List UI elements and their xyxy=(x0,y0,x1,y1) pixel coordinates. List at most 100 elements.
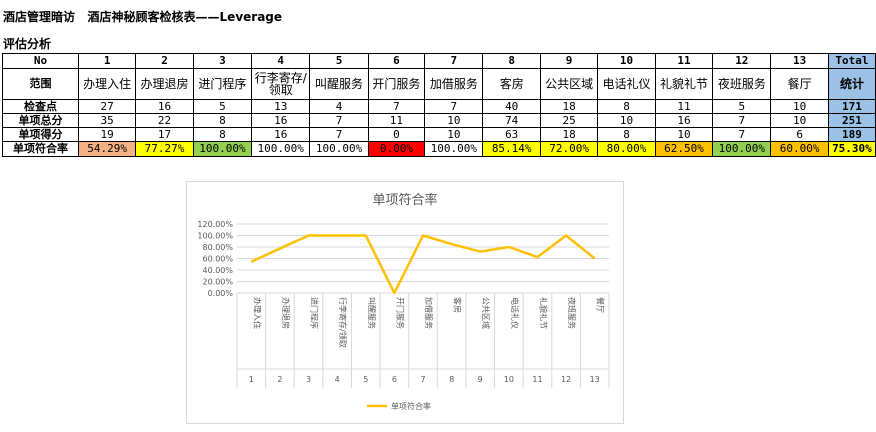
col-number: 13 xyxy=(770,53,829,69)
x-category-label: 餐厅 xyxy=(596,297,605,313)
row-label-score: 单项得分 xyxy=(2,127,79,142)
x-category-label: 公共区域 xyxy=(481,297,491,329)
rate-cell: 100.00% xyxy=(192,141,253,157)
x-number-label: 11 xyxy=(532,375,542,384)
rate-cell: 100.00% xyxy=(251,141,311,157)
checkpoints-row: 检查点 27 16 5 13 4 7 7 40 18 8 11 5 10 171 xyxy=(2,99,876,114)
scores-cell: 8 xyxy=(192,127,253,142)
checkpoints-cell: 40 xyxy=(482,99,541,114)
checkpoints-cell: 7 xyxy=(367,99,426,114)
scores-cell: 7 xyxy=(309,127,369,142)
col-number: 1 xyxy=(77,53,137,69)
y-tick-label: 20.00% xyxy=(202,278,233,287)
col-number: 8 xyxy=(482,53,541,69)
rate-line-chart: 单项符合率 0.00% 20.00% 40.00% 60.00% 80.00% 100.00… xyxy=(186,181,624,424)
checkpoints-cell: 11 xyxy=(654,99,714,114)
x-number-label: 9 xyxy=(478,375,483,384)
scores-cell: 0 xyxy=(367,127,426,142)
totals-cell: 35 xyxy=(77,113,137,128)
checkpoints-cell: 5 xyxy=(192,99,253,114)
col-number: 6 xyxy=(367,53,426,69)
y-tick-label: 100.00% xyxy=(197,232,233,241)
category-cell: 进门程序 xyxy=(192,68,253,100)
scores-cell: 17 xyxy=(135,127,194,142)
checkpoints-total: 171 xyxy=(827,99,876,114)
x-number-label: 2 xyxy=(277,375,282,384)
rate-cell: 0.00% xyxy=(367,141,426,157)
rate-cell: 100.00% xyxy=(309,141,369,157)
x-number-label: 7 xyxy=(420,375,425,384)
checkpoints-cell: 13 xyxy=(251,99,311,114)
totals-cell: 10 xyxy=(424,113,484,128)
x-category-label: 电话礼仪 xyxy=(510,297,520,329)
y-tick-label: 80.00% xyxy=(202,243,233,252)
x-number-label: 12 xyxy=(561,375,571,384)
totals-cell: 74 xyxy=(482,113,541,128)
rate-cell: 100.00% xyxy=(712,141,772,157)
category-row: 范围 办理入住 办理退房 进门程序 行李寄存/领取 叫醒服务 开门服务 加借服务 客房 公共区域电… xyxy=(2,68,876,100)
chart-title: 单项符合率 xyxy=(372,192,437,208)
category-cell: 办理退房 xyxy=(135,68,194,100)
rates-total: 75.30% xyxy=(827,141,876,157)
rate-cell: 72.00% xyxy=(539,141,599,157)
y-tick-label: 0.00% xyxy=(208,289,234,298)
row-label-rate: 单项符合率 xyxy=(2,141,79,157)
scores-cell: 8 xyxy=(597,127,656,142)
scores-cell: 63 xyxy=(482,127,541,142)
x-category-label: 客房 xyxy=(453,297,463,313)
category-cell: 加借服务 xyxy=(424,68,484,100)
scores-cell: 7 xyxy=(712,127,772,142)
checkpoints-cell: 4 xyxy=(309,99,369,114)
rate-cell: 100.00% xyxy=(424,141,484,157)
row-label-checkpoints: 检查点 xyxy=(2,99,79,114)
scores-cell: 16 xyxy=(251,127,311,142)
checkpoints-cell: 8 xyxy=(597,99,656,114)
category-cell: 行李寄存/领取 xyxy=(251,68,311,100)
col-number: 4 xyxy=(251,53,311,69)
x-category-label: 开门服务 xyxy=(395,297,405,329)
x-category-label: 叫醒服务 xyxy=(367,297,377,329)
x-category-label: 办理入住 xyxy=(252,297,262,329)
totals-cell: 16 xyxy=(251,113,311,128)
category-cell: 夜班服务 xyxy=(712,68,772,100)
totals-cell: 22 xyxy=(135,113,194,128)
checkpoints-cell: 18 xyxy=(539,99,599,114)
rates-row: 单项符合率 54.29% 77.27% 100.00% 100.00% 100.00% 0.… xyxy=(2,141,876,157)
section-title: 评估分析 xyxy=(3,37,52,51)
header-row: No 1 2 3 4 5 6 7 8 9 10 11 12 13 Total xyxy=(2,53,876,69)
col-number: 5 xyxy=(309,53,369,69)
x-category-label: 礼貌礼节 xyxy=(538,297,548,329)
rate-cell: 85.14% xyxy=(482,141,541,157)
x-number-label: 13 xyxy=(590,375,600,384)
total-category: 统计 xyxy=(827,68,876,100)
scores-cell: 10 xyxy=(654,127,714,142)
totals-total: 251 xyxy=(827,113,876,128)
col-number: 12 xyxy=(712,53,772,69)
checkpoints-cell: 10 xyxy=(770,99,829,114)
rate-cell: 62.50% xyxy=(654,141,714,157)
y-tick-label: 60.00% xyxy=(202,255,233,264)
scores-row: 单项得分 19 17 8 16 7 0 10 63 18 8 10 7 6 189 xyxy=(2,127,876,142)
category-cell: 开门服务 xyxy=(367,68,426,100)
x-number-label: 1 xyxy=(249,375,254,384)
x-category-label: 夜班服务 xyxy=(567,297,577,329)
totals-cell: 16 xyxy=(654,113,714,128)
totals-cell: 10 xyxy=(770,113,829,128)
category-cell: 电话礼仪 xyxy=(597,68,656,100)
x-number-label: 5 xyxy=(363,375,368,384)
y-tick-label: 120.00% xyxy=(197,220,233,229)
totals-cell: 10 xyxy=(597,113,656,128)
x-category-label: 办理退房 xyxy=(281,297,291,329)
sheet-title: 酒店管理暗访 酒店神秘顾客检核表——Leverage xyxy=(3,10,283,24)
x-category-label: 进门程序 xyxy=(310,297,320,329)
category-cell: 办理入住 xyxy=(77,68,137,100)
totals-cell: 7 xyxy=(712,113,772,128)
category-cell: 叫醒服务 xyxy=(309,68,369,100)
scores-cell: 6 xyxy=(770,127,829,142)
category-cell: 礼貌礼节 xyxy=(654,68,714,100)
totals-cell: 25 xyxy=(539,113,599,128)
col-number: 2 xyxy=(135,53,194,69)
rate-cell: 54.29% xyxy=(77,141,137,157)
rate-cell: 60.00% xyxy=(770,141,829,157)
col-number: 11 xyxy=(654,53,714,69)
